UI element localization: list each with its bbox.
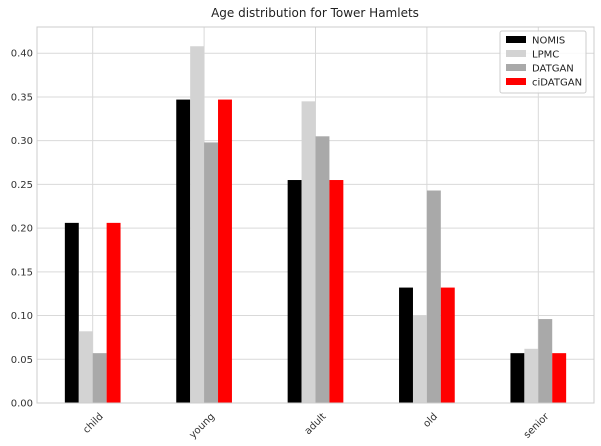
bar-nomis-child <box>64 222 79 403</box>
x-tick-label: young <box>187 411 217 441</box>
y-axis: 0.00 0.05 0.10 0.15 0.20 0.25 0.30 0.35 0.40 <box>11 49 33 410</box>
bar-nomis-young <box>176 99 191 403</box>
y-tick-label: 0.00 <box>11 399 33 410</box>
legend: NOMIS LPMC DATGAN ciDATGAN <box>499 30 587 94</box>
bars <box>64 46 567 404</box>
x-tick-label: child <box>81 411 106 436</box>
bar-cidatgan-adult <box>329 180 344 403</box>
legend-box <box>499 30 587 94</box>
bar-nomis-adult <box>287 180 302 403</box>
bar-datgan-young <box>204 142 219 403</box>
plot-frame <box>36 26 595 404</box>
y-tick-label: 0.20 <box>11 224 33 235</box>
bar-cidatgan-old <box>440 287 455 403</box>
chart-title: Age distribution for Tower Hamlets <box>211 6 419 20</box>
x-tick-label: senior <box>522 411 552 441</box>
bar-lpmc-young <box>190 46 205 403</box>
legend-swatch-cidatgan <box>506 78 526 85</box>
bar-datgan-child <box>92 353 107 403</box>
legend-swatch-nomis <box>506 36 526 43</box>
x-axis: child young adult old senior <box>81 411 552 441</box>
y-tick-label: 0.10 <box>11 311 33 322</box>
y-tick-label: 0.05 <box>11 355 33 366</box>
legend-label-lpmc: LPMC <box>532 50 559 61</box>
bar-lpmc-senior <box>524 348 539 403</box>
legend-label-nomis: NOMIS <box>532 36 565 47</box>
bar-nomis-senior <box>510 353 525 403</box>
bar-cidatgan-senior <box>552 353 567 403</box>
y-tick-label: 0.15 <box>11 267 33 278</box>
legend-swatch-lpmc <box>506 50 526 57</box>
bar-cidatgan-child <box>106 222 121 403</box>
y-tick-label: 0.35 <box>11 92 33 103</box>
bar-lpmc-adult <box>301 101 316 403</box>
y-tick-label: 0.25 <box>11 180 33 191</box>
legend-label-cidatgan: ciDATGAN <box>532 78 582 89</box>
x-tick-label: old <box>421 411 440 430</box>
x-tick-label: adult <box>303 411 329 437</box>
bar-lpmc-child <box>78 331 93 403</box>
y-tick-label: 0.40 <box>11 49 33 60</box>
bar-cidatgan-young <box>218 99 232 403</box>
bar-datgan-senior <box>538 319 553 403</box>
bar-nomis-old <box>399 287 413 403</box>
bar-datgan-adult <box>315 136 330 404</box>
bar-datgan-old <box>426 190 441 403</box>
legend-label-datgan: DATGAN <box>532 64 574 75</box>
legend-swatch-datgan <box>506 64 526 71</box>
bar-lpmc-old <box>412 315 427 403</box>
y-tick-label: 0.30 <box>11 136 33 147</box>
